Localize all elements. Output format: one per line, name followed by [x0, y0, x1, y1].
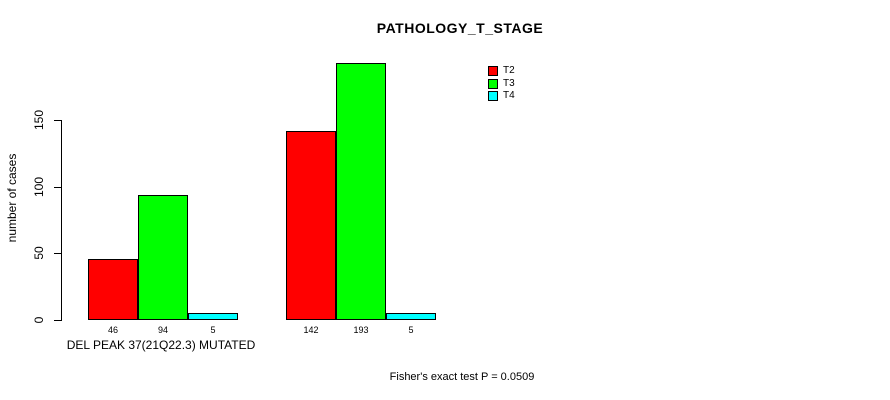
legend-label: T3 [503, 77, 515, 89]
bar-value-label: 5 [210, 325, 216, 335]
legend-item-t2: T2 [488, 66, 515, 76]
legend-swatch-icon [488, 78, 498, 89]
chart-title: PATHOLOGY_T_STAGE [376, 20, 544, 36]
bar-t3-group1 [138, 195, 188, 320]
bar-value-label: 94 [157, 325, 168, 335]
legend-item-t3: T3 [488, 77, 515, 89]
y-axis-line [61, 120, 62, 321]
y-axis-tick [54, 120, 61, 121]
legend-swatch-icon [488, 91, 498, 101]
bar-value-label: 142 [303, 325, 319, 335]
legend-label: T2 [503, 65, 515, 76]
bar-t4-group2 [386, 313, 436, 320]
legend: T2 T3 T4 [488, 66, 515, 104]
x-axis-group-label: DEL PEAK 37(21Q22.3) MUTATED [66, 338, 256, 352]
y-axis-tick [54, 253, 61, 255]
y-axis-tick-label: 150 [32, 109, 46, 131]
bar-value-label: 5 [408, 325, 414, 335]
y-axis-tick-label: 0 [32, 316, 46, 324]
y-axis-tick-label: 50 [32, 246, 46, 261]
bar-value-label: 46 [107, 325, 118, 335]
y-axis-tick [54, 320, 61, 321]
legend-label: T4 [503, 90, 515, 101]
bar-t4-group1 [188, 313, 238, 320]
legend-swatch-icon [488, 66, 498, 76]
bar-t2-group1 [88, 259, 138, 320]
legend-item-t4: T4 [488, 91, 515, 101]
footnote: Fisher's exact test P = 0.0509 [389, 371, 535, 383]
bar-t2-group2 [286, 131, 336, 320]
bar-t3-group2 [336, 63, 386, 320]
y-axis-label: number of cases [5, 153, 19, 243]
bar-value-label: 193 [353, 325, 369, 335]
y-axis-tick-label: 100 [32, 176, 46, 197]
y-axis-tick [54, 186, 61, 188]
